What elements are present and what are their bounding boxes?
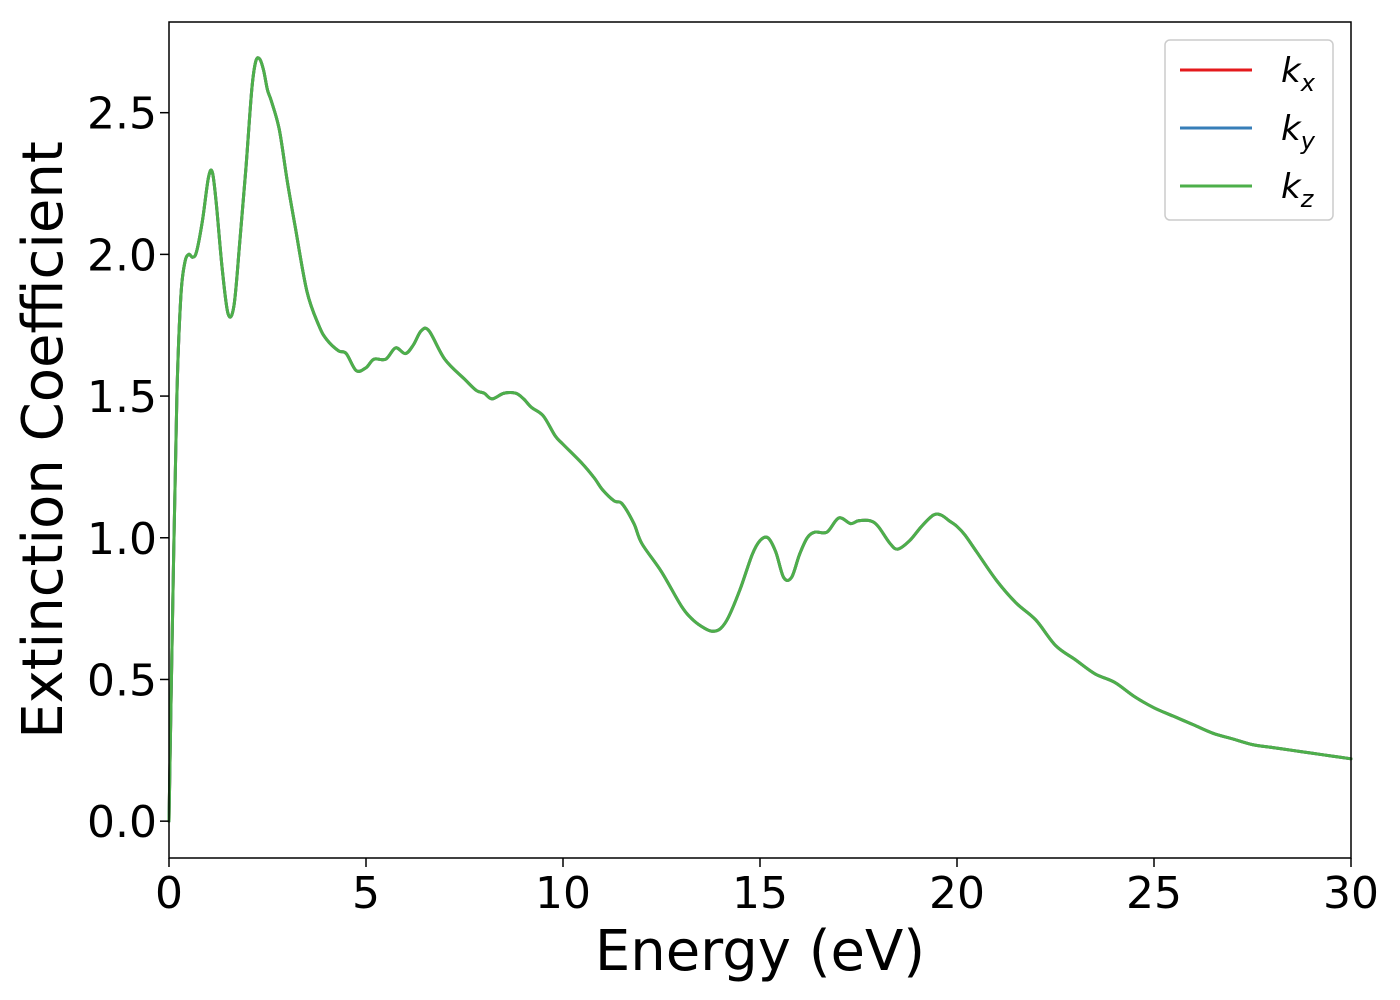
- legend-label-subscript: z: [1300, 185, 1315, 213]
- series-line-k-z: [167, 56, 1353, 823]
- legend-label-subscript: y: [1300, 127, 1316, 155]
- legend-frame: [1164, 39, 1334, 221]
- y-tick-label: 2.0: [87, 230, 157, 281]
- legend-label-main: k: [1281, 109, 1302, 149]
- x-tick-label: 20: [929, 868, 985, 919]
- plot-background: [169, 22, 1351, 858]
- x-axis: 0 5 10 15 20 25 30: [155, 858, 1379, 919]
- y-tick-label: 0.5: [87, 655, 157, 706]
- y-tick-label: 2.5: [87, 89, 157, 140]
- legend-label-main: k: [1281, 51, 1302, 91]
- y-axis: 0.0 0.5 1.0 1.5 2.0 2.5: [87, 89, 169, 848]
- y-tick-label: 1.0: [87, 514, 157, 565]
- y-axis-title: Extinction Coefficient: [11, 141, 76, 739]
- x-tick-label: 5: [352, 868, 380, 919]
- x-axis-title: Energy (eV): [595, 919, 925, 984]
- x-tick-label: 10: [535, 868, 591, 919]
- legend-label-k-x: kx: [1281, 51, 1316, 97]
- x-tick-label: 30: [1323, 868, 1379, 919]
- legend-label-k-z: kz: [1281, 167, 1315, 213]
- legend-label-subscript: x: [1300, 69, 1316, 97]
- y-tick-label: 1.5: [87, 372, 157, 423]
- x-tick-label: 15: [732, 868, 788, 919]
- legend-label-k-y: ky: [1281, 109, 1316, 155]
- x-tick-label: 25: [1126, 868, 1182, 919]
- x-tick-label: 0: [155, 868, 183, 919]
- legend-label-main: k: [1281, 167, 1302, 207]
- y-tick-label: 0.0: [87, 797, 157, 848]
- series-layer: [167, 56, 1353, 823]
